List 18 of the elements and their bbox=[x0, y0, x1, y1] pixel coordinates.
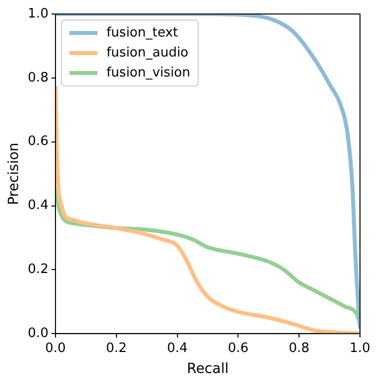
line-series bbox=[55, 14, 360, 330]
x-tick-label: 0.8 bbox=[288, 340, 310, 356]
x-tick-label: 0.4 bbox=[166, 340, 188, 356]
y-tick-label: 1.0 bbox=[28, 6, 48, 22]
legend-label: fusion_vision bbox=[106, 65, 190, 80]
legend-label: fusion_audio bbox=[106, 45, 188, 60]
x-tick-label: 0.0 bbox=[45, 340, 66, 356]
y-tick-label: 0.4 bbox=[28, 198, 48, 214]
x-tick-label: 1.0 bbox=[350, 340, 370, 356]
y-tick-label: 0.8 bbox=[28, 70, 48, 86]
x-axis-title: Recall bbox=[186, 361, 229, 378]
legend-label: fusion_text bbox=[106, 25, 178, 40]
y-axis-title: Precision bbox=[6, 142, 22, 206]
y-tick-label: 0.2 bbox=[28, 262, 48, 278]
y-tick-label: 0.6 bbox=[28, 134, 48, 150]
x-tick-label: 0.6 bbox=[228, 340, 249, 356]
x-tick-label: 0.2 bbox=[106, 340, 127, 356]
y-tick-label: 0.0 bbox=[28, 326, 48, 341]
